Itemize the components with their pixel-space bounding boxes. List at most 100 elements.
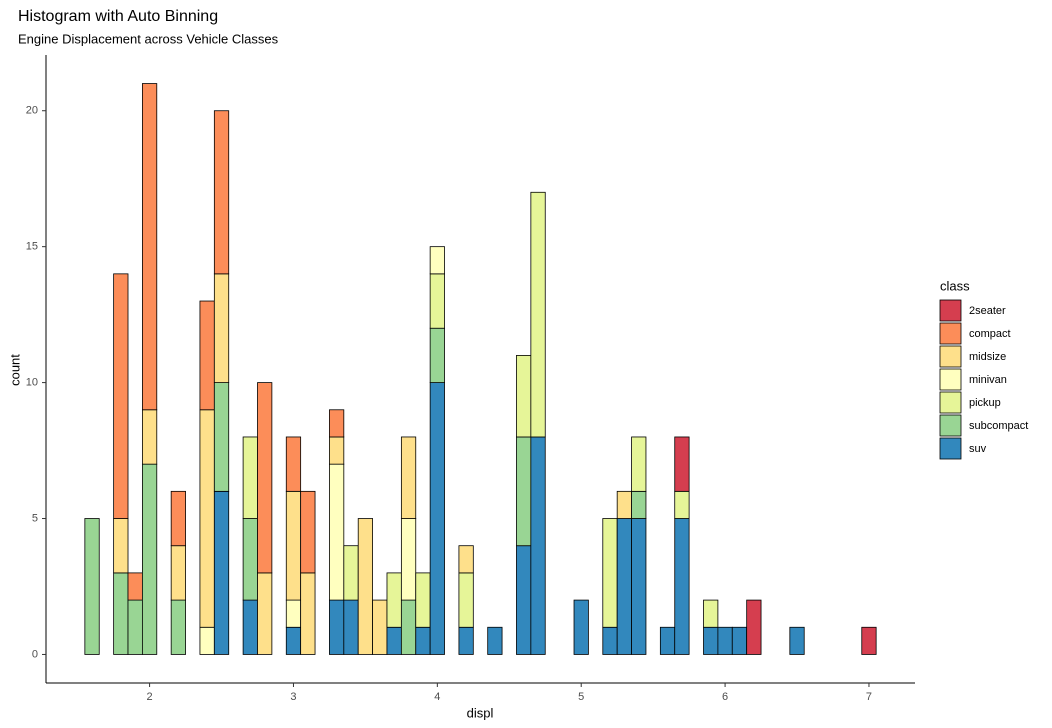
x-axis-title: displ bbox=[467, 705, 494, 720]
bar bbox=[242, 436, 258, 519]
bar bbox=[213, 273, 230, 383]
bar bbox=[170, 490, 186, 547]
legend-key bbox=[939, 391, 962, 414]
bar bbox=[429, 273, 445, 329]
bar bbox=[343, 545, 359, 601]
legend-key bbox=[939, 368, 962, 391]
bar bbox=[329, 409, 345, 438]
bar bbox=[659, 626, 676, 655]
bar bbox=[516, 545, 532, 655]
legend-label: subcompact bbox=[969, 420, 1028, 432]
bar bbox=[170, 599, 186, 655]
bar bbox=[573, 599, 589, 655]
bar bbox=[703, 626, 719, 655]
legend-key bbox=[939, 299, 962, 322]
bar bbox=[329, 463, 345, 601]
legend-label: 2seater bbox=[969, 305, 1006, 317]
legend-key bbox=[939, 322, 962, 345]
x-tick-label: 6 bbox=[722, 691, 728, 703]
bar bbox=[530, 436, 546, 655]
bar bbox=[127, 572, 143, 601]
x-tick-label: 7 bbox=[866, 691, 872, 703]
bar bbox=[199, 626, 215, 655]
legend-key bbox=[939, 414, 962, 437]
bar bbox=[257, 572, 273, 655]
bar bbox=[257, 382, 273, 574]
bar bbox=[113, 572, 129, 655]
bar bbox=[386, 572, 402, 628]
bar bbox=[285, 626, 302, 655]
bar bbox=[141, 463, 158, 655]
bar bbox=[674, 436, 690, 492]
x-tick-label: 4 bbox=[434, 691, 440, 703]
bar bbox=[242, 599, 258, 655]
bar bbox=[400, 518, 417, 601]
bar bbox=[372, 599, 388, 655]
bar bbox=[487, 626, 503, 655]
bar bbox=[458, 572, 474, 628]
bar bbox=[616, 490, 632, 519]
bar bbox=[285, 490, 302, 601]
bar bbox=[127, 599, 143, 655]
bar bbox=[300, 572, 316, 655]
bar bbox=[415, 572, 431, 628]
bar bbox=[674, 518, 690, 655]
bar bbox=[602, 518, 618, 628]
bar bbox=[616, 518, 632, 655]
bar bbox=[400, 599, 417, 655]
bar bbox=[285, 436, 302, 492]
y-tick-label: 5 bbox=[32, 512, 38, 524]
bar bbox=[861, 626, 877, 655]
bar bbox=[731, 626, 748, 655]
bar bbox=[113, 273, 129, 519]
bar bbox=[631, 436, 647, 492]
bar bbox=[458, 545, 474, 574]
bar bbox=[631, 490, 647, 519]
bar bbox=[429, 382, 445, 655]
bar bbox=[199, 409, 215, 628]
bar bbox=[329, 436, 345, 465]
x-tick-label: 5 bbox=[578, 691, 584, 703]
bar bbox=[343, 599, 359, 655]
legend-label: pickup bbox=[969, 397, 1001, 409]
bar bbox=[357, 518, 373, 655]
chart-subtitle: Engine Displacement across Vehicle Class… bbox=[18, 31, 279, 46]
bar bbox=[170, 545, 186, 601]
bar bbox=[429, 327, 445, 383]
bar bbox=[386, 626, 402, 655]
x-tick-label: 3 bbox=[290, 691, 296, 703]
bar bbox=[602, 626, 618, 655]
bar bbox=[746, 599, 762, 655]
bar bbox=[530, 191, 546, 438]
legend-label: minivan bbox=[969, 374, 1007, 386]
bar bbox=[516, 355, 532, 438]
bar bbox=[113, 518, 129, 574]
bar bbox=[141, 409, 158, 465]
bar bbox=[141, 83, 158, 411]
bar bbox=[213, 382, 230, 492]
bar bbox=[329, 599, 345, 655]
bar bbox=[717, 626, 733, 655]
bar bbox=[213, 490, 230, 655]
y-tick-label: 15 bbox=[26, 241, 38, 253]
y-tick-label: 0 bbox=[32, 648, 38, 660]
bar bbox=[199, 300, 215, 411]
bar bbox=[429, 246, 445, 275]
bar bbox=[84, 518, 100, 655]
bar bbox=[516, 436, 532, 547]
legend-title: class bbox=[940, 278, 970, 293]
bar bbox=[415, 626, 431, 655]
chart-title: Histogram with Auto Binning bbox=[18, 8, 218, 25]
legend-label: compact bbox=[969, 328, 1011, 340]
bar bbox=[400, 436, 417, 519]
x-tick-label: 2 bbox=[147, 691, 153, 703]
bar bbox=[458, 626, 474, 655]
bar bbox=[703, 599, 719, 628]
bar bbox=[674, 490, 690, 519]
bar bbox=[213, 110, 230, 275]
y-tick-label: 20 bbox=[26, 105, 38, 117]
legend-key bbox=[939, 345, 962, 368]
y-tick-label: 10 bbox=[26, 376, 38, 388]
legend-label: midsize bbox=[969, 351, 1006, 363]
